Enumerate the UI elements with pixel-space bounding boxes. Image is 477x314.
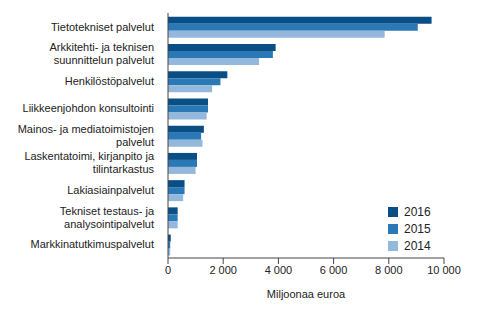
svg-text:Liikkeenjohdon konsultointi: Liikkeenjohdon konsultointi <box>23 102 154 114</box>
svg-text:8 000: 8 000 <box>375 264 403 276</box>
svg-text:Mainos- ja mediatoimistojenpal: Mainos- ja mediatoimistojenpalvelut <box>18 123 154 148</box>
svg-text:4 000: 4 000 <box>265 264 293 276</box>
svg-text:2 000: 2 000 <box>209 264 237 276</box>
svg-text:Lakiasiainpalvelut: Lakiasiainpalvelut <box>67 184 154 196</box>
svg-text:Arkkitehti- ja teknisensuunnit: Arkkitehti- ja teknisensuunnittelun palv… <box>49 41 154 66</box>
svg-text:Laskentatoimi, kirjanpito jati: Laskentatoimi, kirjanpito jatilintarkast… <box>24 150 155 175</box>
svg-text:Henkilöstöpalvelut: Henkilöstöpalvelut <box>65 75 154 87</box>
svg-text:Tietotekniset palvelut: Tietotekniset palvelut <box>51 21 154 33</box>
svg-text:Tekniset testaus- jaanalysoint: Tekniset testaus- jaanalysointipalvelut <box>60 205 155 230</box>
html-text:2015: 2015 <box>404 221 431 236</box>
svg-text:6 000: 6 000 <box>320 264 348 276</box>
html-text:2014: 2014 <box>404 238 431 253</box>
svg-text:0: 0 <box>165 264 171 276</box>
svg-text:10 000: 10 000 <box>427 264 461 276</box>
svg-text:Markkinatutkimuspalvelut: Markkinatutkimuspalvelut <box>31 238 155 250</box>
html-text:2016: 2016 <box>404 204 431 219</box>
svg-text:Miljoonaa euroa: Miljoonaa euroa <box>267 288 346 300</box>
